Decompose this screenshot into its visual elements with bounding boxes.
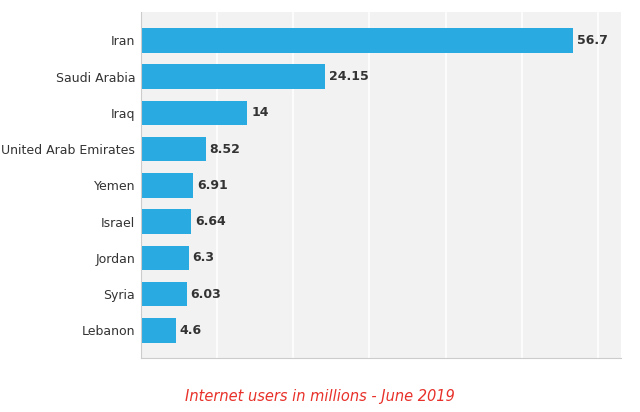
Bar — [141, 246, 189, 270]
Bar — [141, 28, 573, 53]
Bar — [141, 173, 193, 198]
Text: 6.91: 6.91 — [197, 179, 228, 192]
Text: 8.52: 8.52 — [209, 143, 241, 156]
Text: 56.7: 56.7 — [577, 34, 607, 47]
Bar — [141, 209, 191, 234]
Text: Internet users in millions - June 2019: Internet users in millions - June 2019 — [185, 389, 455, 404]
Text: 4.6: 4.6 — [180, 324, 202, 337]
Text: 14: 14 — [252, 106, 269, 119]
Bar — [141, 64, 324, 89]
Bar — [141, 318, 176, 343]
Text: 24.15: 24.15 — [328, 70, 369, 83]
Text: 6.3: 6.3 — [193, 251, 214, 265]
Text: 6.03: 6.03 — [191, 288, 221, 301]
Bar — [141, 101, 248, 125]
Bar — [141, 282, 187, 307]
Bar — [141, 137, 205, 162]
Text: 6.64: 6.64 — [195, 215, 226, 228]
